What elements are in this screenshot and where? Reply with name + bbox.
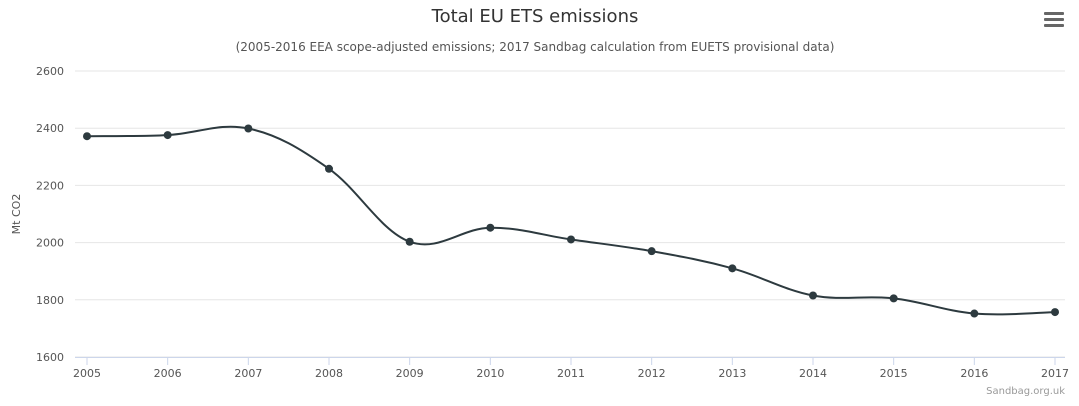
y-tick-label: 1800	[36, 294, 64, 307]
x-tick-label: 2012	[638, 367, 666, 380]
y-axis-label: Mt CO2	[10, 194, 23, 235]
data-point-2008[interactable]	[325, 164, 333, 173]
data-point-2005[interactable]	[83, 132, 91, 141]
x-tick-label: 2011	[557, 367, 585, 380]
chart-title: Total EU ETS emissions	[431, 6, 639, 27]
x-tick-label: 2010	[476, 367, 504, 380]
data-points	[83, 124, 1059, 318]
x-tick-label: 2005	[73, 367, 101, 380]
data-point-2016[interactable]	[970, 309, 979, 318]
data-point-2013[interactable]	[728, 264, 737, 273]
data-point-2015[interactable]	[889, 294, 898, 303]
data-point-2012[interactable]	[647, 247, 656, 256]
x-tick-label: 2017	[1041, 367, 1069, 380]
y-tick-label: 2200	[36, 179, 64, 192]
grid-lines	[75, 70, 1065, 358]
credits-label[interactable]: Sandbag.org.uk	[986, 386, 1065, 397]
data-point-2014[interactable]	[809, 291, 817, 300]
chart-subtitle: (2005-2016 EEA scope-adjusted emissions;…	[235, 40, 835, 54]
y-tick-label: 2000	[36, 237, 64, 250]
x-tick-label: 2009	[396, 367, 424, 380]
data-point-2017[interactable]	[1051, 308, 1059, 317]
x-tick-label: 2013	[718, 367, 746, 380]
hamburger-menu-icon[interactable]	[1044, 12, 1064, 30]
x-tick-label: 2008	[315, 367, 343, 380]
data-point-2010[interactable]	[486, 223, 495, 232]
x-tick-label: 2014	[799, 367, 827, 380]
data-point-2006[interactable]	[163, 131, 172, 140]
x-tick-label: 2016	[960, 367, 988, 380]
y-tick-label: 1600	[36, 351, 64, 364]
series-line	[86, 125, 1056, 316]
data-point-2009[interactable]	[405, 237, 414, 246]
x-tick-label: 2006	[154, 367, 182, 380]
x-tick-label: 2007	[234, 367, 262, 380]
data-point-2011[interactable]	[567, 235, 575, 244]
tick-labels: 1600 1800 2000 2200 2400 2600 2005 2006 2007 2008…	[36, 65, 1069, 380]
axes	[75, 357, 1065, 365]
y-tick-label: 2600	[36, 65, 64, 78]
x-tick-label: 2015	[880, 367, 908, 380]
data-point-2007[interactable]	[244, 124, 253, 133]
y-tick-label: 2400	[36, 122, 64, 135]
